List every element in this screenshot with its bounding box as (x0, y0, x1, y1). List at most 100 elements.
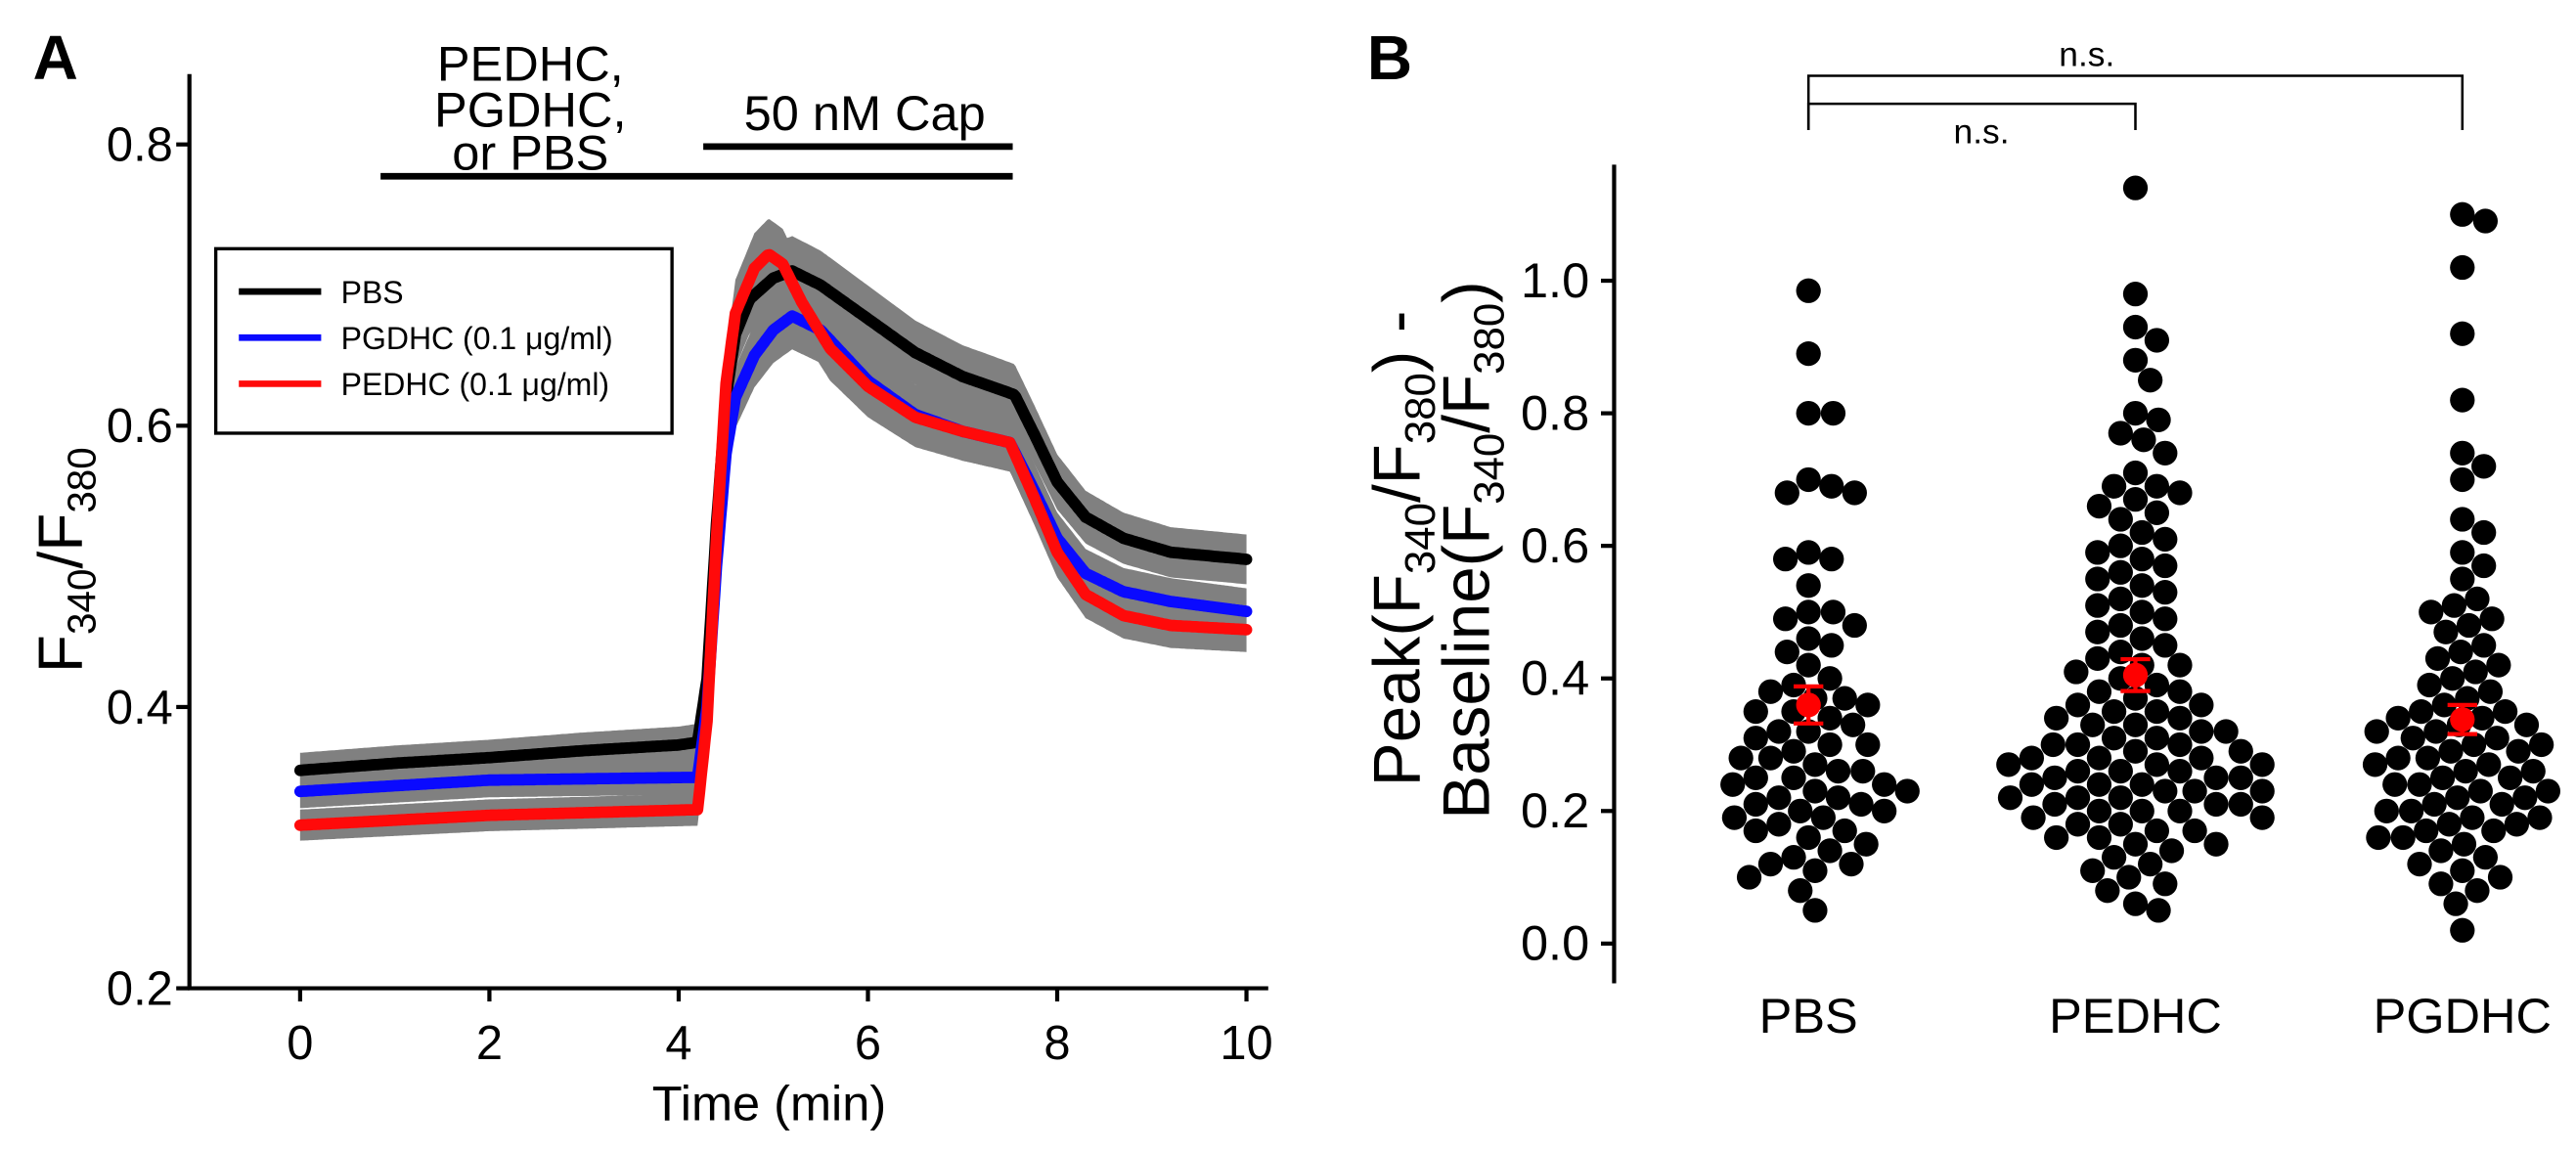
data-point (2424, 645, 2451, 672)
data-point (1796, 278, 1821, 303)
data-point (2108, 812, 2133, 837)
y-label-subscript: 380 (60, 447, 105, 512)
data-point (2042, 765, 2067, 790)
trace-line (293, 265, 1253, 776)
data-point (2153, 606, 2178, 632)
data-point (1796, 626, 1821, 651)
legend: PBS PGDHC (0.1 μg/ml) PEDHC (0.1 μg/ml) (213, 246, 674, 435)
data-point (2144, 473, 2170, 499)
data-point (1736, 865, 1762, 890)
data-point (1842, 612, 1867, 639)
data-point (2438, 738, 2464, 764)
data-point (1841, 712, 1866, 737)
data-point (1796, 573, 1821, 599)
treatment-label-line: or PBS (452, 124, 608, 180)
data-point (1817, 666, 1843, 691)
legend-entries: PBS PGDHC (0.1 μg/ml) PEDHC (0.1 μg/ml) (239, 275, 613, 402)
data-point (2108, 559, 2133, 585)
data-point (2417, 672, 2442, 698)
data-point (2433, 619, 2459, 644)
data-point (2471, 519, 2497, 546)
data-point (2390, 824, 2416, 851)
data-point (2450, 540, 2475, 565)
data-point (2423, 719, 2449, 744)
data-point (2450, 321, 2475, 346)
mean-marker (2122, 662, 2149, 687)
data-point (2465, 878, 2490, 904)
data-point (2116, 865, 2142, 890)
data-point (2144, 726, 2170, 751)
data-point (2362, 752, 2388, 777)
data-point (2144, 752, 2170, 777)
data-point (2421, 791, 2447, 818)
data-point (2086, 493, 2112, 519)
data-point (2249, 805, 2275, 830)
category-label: PGDHC (2374, 988, 2552, 1043)
data-point (2203, 765, 2229, 790)
panel-a-letter: A (33, 22, 78, 93)
data-point (1839, 851, 1864, 877)
data-point (2144, 500, 2170, 525)
y-tick-label: 0.8 (1521, 384, 1589, 440)
data-point (2364, 719, 2389, 744)
data-point (2101, 698, 2127, 725)
data-point (2450, 566, 2475, 592)
data-point (2498, 765, 2523, 790)
data-point (2450, 254, 2475, 281)
x-tick-label: 8 (1044, 1017, 1070, 1070)
data-point (1802, 752, 1828, 777)
data-point (2228, 738, 2253, 764)
data-point (2144, 672, 2170, 698)
data-point (2203, 791, 2229, 818)
data-point (2471, 454, 2497, 479)
data-point (2129, 798, 2154, 823)
data-point (2529, 732, 2554, 758)
data-point (1832, 686, 1857, 711)
data-point (2042, 791, 2067, 818)
data-point (2456, 612, 2482, 639)
data-point (1720, 772, 1746, 797)
data-point (1766, 785, 1792, 811)
panel-a: A 0 2 4 6 8 10 0.2 0.4 0.6 0.8 Time (min) F340/F3… (25, 22, 1272, 1131)
data-point (2249, 752, 2275, 777)
mean-markers (1794, 656, 2477, 736)
data-point (2129, 547, 2154, 572)
data-point (2021, 805, 2046, 830)
data-point (2486, 652, 2511, 678)
axis-ticks: 0 2 4 6 8 10 0.2 0.4 0.6 0.8 (107, 119, 1273, 1070)
data-point (2431, 692, 2457, 718)
y-label-part: Peak(F (1361, 574, 1435, 786)
data-point (1743, 818, 1768, 844)
mean-marker (2450, 707, 2475, 732)
data-point (1796, 466, 1821, 493)
data-point (1743, 698, 1768, 725)
data-point (1796, 340, 1821, 367)
y-label-subscript: 340 (60, 569, 105, 635)
data-point (2122, 175, 2149, 200)
data-point (1802, 898, 1828, 923)
data-point (2189, 745, 2214, 771)
data-point (2122, 282, 2149, 307)
x-tick-label: 6 (855, 1017, 881, 1070)
data-point (2445, 785, 2470, 811)
data-point (1757, 851, 1784, 877)
data-point (1848, 791, 1874, 818)
data-point (2481, 818, 2507, 844)
data-point (2479, 606, 2505, 632)
data-point (2065, 692, 2091, 718)
y-tick-label: 0.8 (107, 119, 173, 172)
data-point (2489, 791, 2514, 818)
capsaicin-label: 50 nM Cap (744, 85, 986, 141)
data-point (2144, 328, 2170, 353)
data-point (1997, 785, 2023, 811)
data-point (1819, 633, 1844, 658)
y-label-part: /F (1430, 375, 1503, 433)
data-point (2463, 659, 2488, 685)
data-point (1743, 726, 1768, 751)
data-point (2527, 805, 2553, 830)
data-point (2129, 519, 2154, 546)
data-point (2467, 778, 2493, 804)
data-point (2476, 752, 2502, 777)
data-point (2065, 785, 2091, 811)
data-point (2382, 772, 2408, 797)
